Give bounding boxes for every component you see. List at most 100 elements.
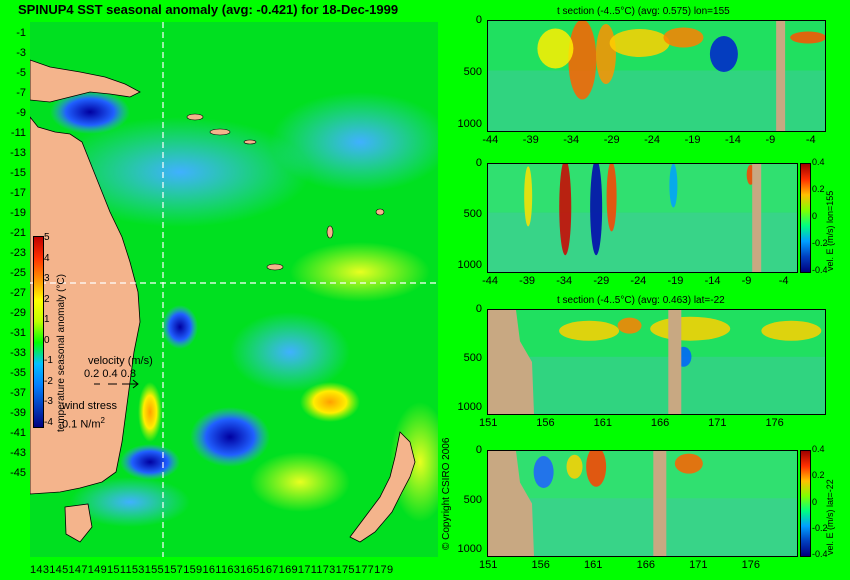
- velocity-colorbar-tick: 0.2: [812, 470, 825, 481]
- section-x-tick: -24: [630, 275, 647, 287]
- section-feature: [650, 316, 731, 341]
- map-lat-tick: -25: [10, 267, 26, 279]
- section-feature: [606, 164, 617, 232]
- section-feature: [537, 28, 574, 69]
- section-panel-1[interactable]: [487, 20, 826, 132]
- map-colorbar-tick: 4: [44, 252, 50, 264]
- section-panel-4[interactable]: [487, 450, 798, 557]
- section-feature: [709, 36, 738, 72]
- section-depth-tick: 0: [475, 14, 482, 26]
- section-x-tick: -9: [741, 275, 752, 287]
- section-x-tick: -4: [778, 275, 789, 287]
- section-x-tick: -39: [519, 275, 536, 287]
- copyright-text: © Copyright CSIRO 2006: [441, 437, 452, 550]
- section-title: t section (-4..5°C) (avg: 0.575) lon=155: [557, 6, 730, 17]
- panel-deep-layer: [488, 356, 825, 414]
- velocity-colorbar-label: vel. E (m/s) lat=-22: [825, 479, 835, 555]
- section-panel-3[interactable]: [487, 309, 826, 415]
- section-depth-tick: 0: [475, 444, 482, 456]
- section-x-tick: -44: [482, 134, 499, 146]
- section-panel-2[interactable]: [487, 163, 798, 273]
- section-depth-tick: 0: [475, 157, 482, 169]
- new-zealand-land: [349, 431, 416, 543]
- section-x-tick: -44: [482, 275, 498, 287]
- section-x-tick: -29: [593, 275, 610, 287]
- velocity-scale: 0.2 0.4 0.8: [84, 368, 136, 380]
- sst-anomaly-map[interactable]: [30, 22, 438, 557]
- section-x-tick: -29: [603, 134, 620, 146]
- velocity-colorbar-tick: 0: [812, 496, 818, 507]
- map-lat-tick: -1: [16, 27, 26, 39]
- wind-stress-scale: 0.1 N/m2: [62, 416, 105, 431]
- velocity-colorbar-label: vel. E (m/s) lon=155: [825, 190, 835, 271]
- section-feature: [617, 317, 642, 334]
- section-depth-tick: 1000: [457, 543, 482, 555]
- section-depth-tick: 1000: [457, 401, 482, 413]
- map-lat-tick: -5: [16, 67, 26, 79]
- map-lat-tick: -39: [10, 407, 26, 419]
- map-lat-tick: -21: [10, 227, 26, 239]
- velocity-label: velocity (m/s): [88, 355, 153, 367]
- map-colorbar-tick: 2: [44, 293, 50, 305]
- map-lat-tick: -45: [10, 467, 26, 479]
- velocity-colorbar: [800, 163, 811, 273]
- panel-deep-layer: [488, 70, 825, 131]
- new-guinea-land: [30, 59, 141, 103]
- section-x-tick: 176: [765, 417, 784, 429]
- section-x-tick: 171: [708, 417, 727, 429]
- page-title: SPINUP4 SST seasonal anomaly (avg: -0.42…: [18, 2, 399, 17]
- velocity-colorbar-tick: -0.2: [812, 238, 828, 248]
- velocity-colorbar-tick: -0.4: [812, 265, 828, 275]
- section-land: [653, 451, 667, 556]
- section-feature: [609, 29, 670, 57]
- velocity-colorbar-tick: 0.4: [812, 157, 825, 167]
- map-lat-tick: -43: [10, 447, 26, 459]
- map-colorbar-tick: -3: [44, 396, 53, 407]
- section-x-tick: 151: [479, 559, 498, 571]
- panel-deep-layer: [488, 498, 797, 556]
- velocity-colorbar-tick: 0: [812, 211, 818, 221]
- section-x-tick: 156: [531, 559, 550, 571]
- section-land: [668, 310, 682, 414]
- section-feature: [586, 451, 607, 487]
- map-lat-tick: -35: [10, 367, 26, 379]
- velocity-colorbar-tick: 0.4: [812, 444, 825, 454]
- map-lat-tick: -11: [10, 127, 26, 139]
- wind-stress-unit-sup: 2: [100, 416, 105, 425]
- map-lat-tick: -19: [10, 207, 26, 219]
- section-land: [752, 164, 762, 272]
- section-feature: [595, 24, 616, 84]
- section-x-tick: -39: [522, 134, 539, 146]
- map-lon-last: 79: [380, 564, 394, 576]
- map-lat-tick: -31: [10, 327, 26, 339]
- section-depth-tick: 500: [463, 352, 482, 364]
- velocity-colorbar-tick: -0.4: [812, 549, 828, 559]
- section-feature: [559, 164, 572, 256]
- section-x-tick: -24: [644, 134, 661, 146]
- section-feature: [674, 453, 703, 474]
- map-lon-ticks-text: 1431451471491511531551571591611631651671…: [30, 564, 381, 576]
- section-feature: [663, 27, 704, 48]
- section-x-tick: -4: [805, 134, 816, 146]
- section-x-tick: 161: [593, 417, 612, 429]
- section-x-tick: 156: [536, 417, 555, 429]
- map-colorbar: [33, 236, 44, 428]
- map-lat-tick: -3: [16, 47, 26, 59]
- section-x-tick: -19: [684, 134, 701, 146]
- section-x-tick: 166: [636, 559, 655, 571]
- map-colorbar-tick: 0: [44, 334, 50, 346]
- section-x-tick: 151: [479, 417, 498, 429]
- section-feature: [533, 456, 554, 488]
- map-lat-tick: -17: [10, 187, 26, 199]
- map-colorbar-tick: 3: [44, 273, 50, 284]
- map-colorbar-tick: -2: [44, 375, 53, 387]
- map-lat-tick: -15: [10, 167, 26, 179]
- map-colorbar-tick: -4: [44, 416, 53, 428]
- section-feature: [566, 454, 583, 479]
- map-lat-tick: -41: [10, 427, 26, 439]
- section-x-tick: 166: [650, 417, 670, 429]
- velocity-colorbar-tick: 0.2: [812, 184, 825, 194]
- panel-deep-layer: [488, 212, 797, 272]
- tasmania-land: [64, 503, 93, 543]
- section-x-tick: 176: [741, 559, 760, 571]
